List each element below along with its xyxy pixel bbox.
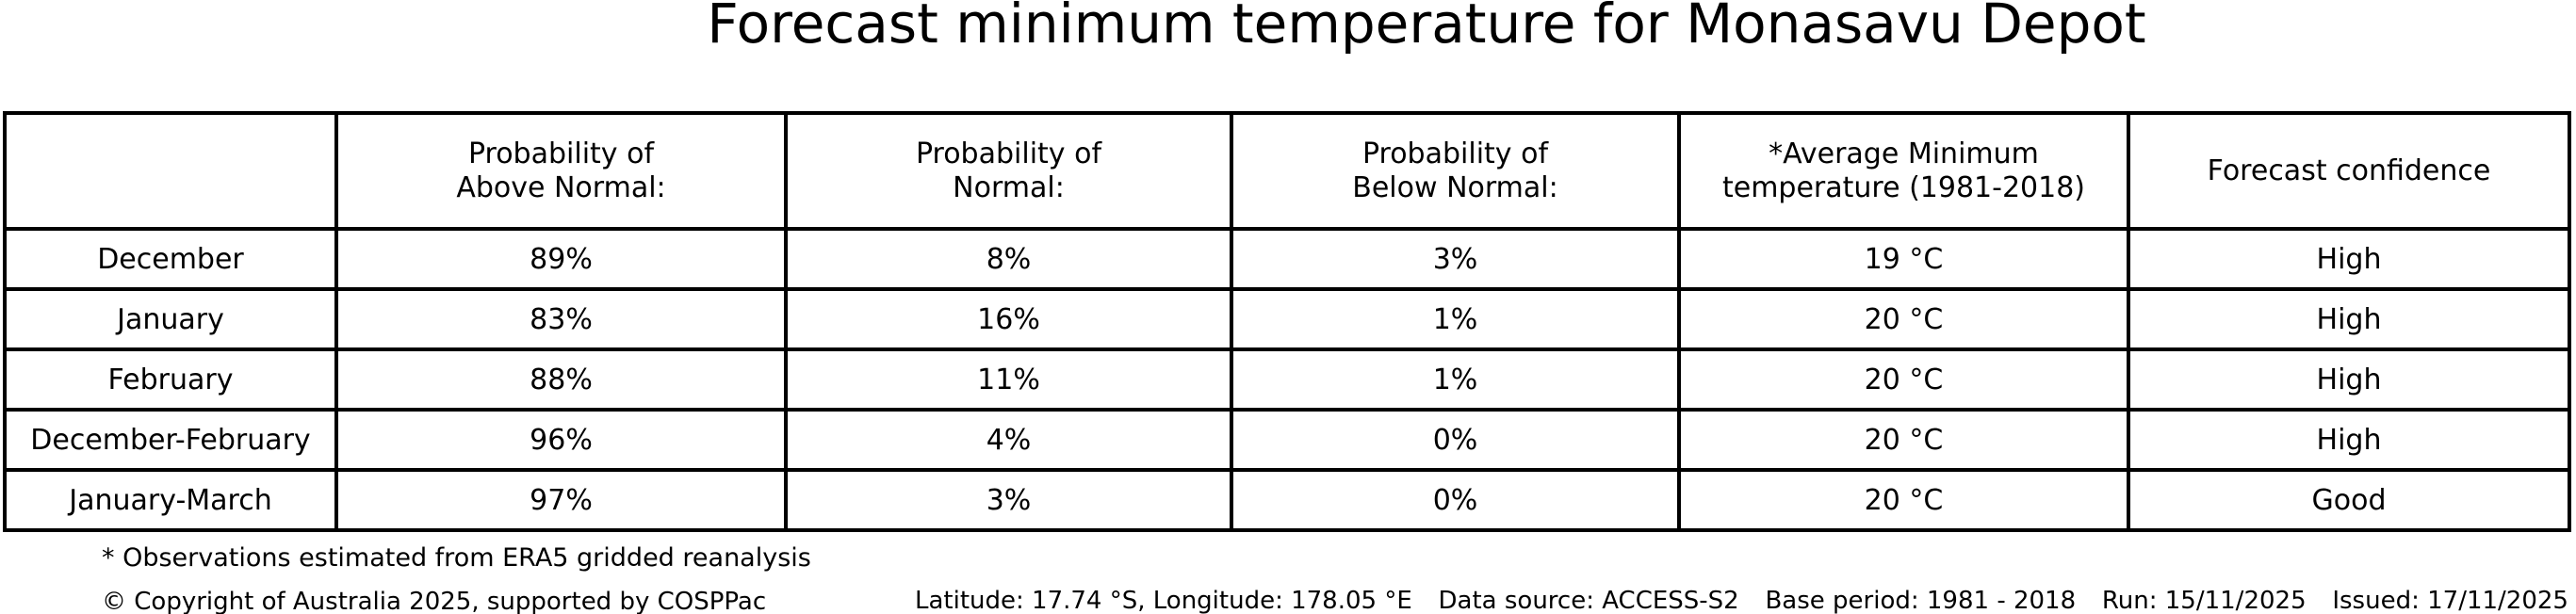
cell-avg-min-temp: 20 °C (1677, 347, 2130, 412)
cell-avg-min-temp: 20 °C (1677, 287, 2130, 351)
cell-prob-above-normal: 96% (334, 408, 788, 472)
row-label: January-March (3, 468, 338, 532)
cell-prob-above-normal: 89% (334, 227, 788, 291)
cell-prob-below-normal: 3% (1230, 227, 1681, 291)
row-label: January (3, 287, 338, 351)
table-row-january-march: January-March 97% 3% 0% 20 °C Good (3, 468, 2571, 532)
footer-issued-date: Issued: 17/11/2025 (2332, 587, 2568, 614)
cell-forecast-confidence: High (2127, 287, 2571, 351)
cell-prob-above-normal: 97% (334, 468, 788, 532)
cell-forecast-confidence: High (2127, 347, 2571, 412)
col-header-prob-normal: Probability of Normal: (784, 111, 1233, 231)
cell-forecast-confidence: High (2127, 408, 2571, 472)
observation-footnote: * Observations estimated from ERA5 gridd… (102, 543, 811, 573)
cell-forecast-confidence: High (2127, 227, 2571, 291)
footer-run-date: Run: 15/11/2025 (2101, 587, 2307, 614)
cell-prob-below-normal: 1% (1230, 287, 1681, 351)
cell-prob-normal: 16% (784, 287, 1233, 351)
footer-info-line: Latitude: 17.74 °S, Longitude: 178.05 °E… (915, 587, 2568, 614)
cell-avg-min-temp: 20 °C (1677, 468, 2130, 532)
col-header-prob-above-normal: Probability of Above Normal: (334, 111, 788, 231)
cell-prob-normal: 8% (784, 227, 1233, 291)
corner-cell (3, 111, 338, 231)
cell-avg-min-temp: 19 °C (1677, 227, 2130, 291)
table-row-december: December 89% 8% 3% 19 °C High (3, 227, 2571, 291)
figure-title: Forecast minimum temperature for Monasav… (707, 0, 2146, 56)
col-header-avg-min-temp: *Average Minimum temperature (1981-2018) (1677, 111, 2130, 231)
footer-data-source: Data source: ACCESS-S2 (1438, 587, 1739, 614)
col-header-prob-below-normal: Probability of Below Normal: (1230, 111, 1681, 231)
cell-prob-above-normal: 83% (334, 287, 788, 351)
cell-prob-above-normal: 88% (334, 347, 788, 412)
cell-prob-below-normal: 1% (1230, 347, 1681, 412)
forecast-table: Probability of Above Normal: Probability… (3, 111, 2571, 532)
row-label: December (3, 227, 338, 291)
table-row-january: January 83% 16% 1% 20 °C High (3, 287, 2571, 351)
cell-prob-below-normal: 0% (1230, 408, 1681, 472)
table-row-february: February 88% 11% 1% 20 °C High (3, 347, 2571, 412)
cell-prob-normal: 3% (784, 468, 1233, 532)
cell-prob-below-normal: 0% (1230, 468, 1681, 532)
table-header-row: Probability of Above Normal: Probability… (3, 111, 2571, 231)
footer-location: Latitude: 17.74 °S, Longitude: 178.05 °E (915, 587, 1412, 614)
row-label: February (3, 347, 338, 412)
col-header-forecast-confidence: Forecast confidence (2127, 111, 2571, 231)
row-label: December-February (3, 408, 338, 472)
cell-forecast-confidence: Good (2127, 468, 2571, 532)
copyright-notice: © Copyright of Australia 2025, supported… (102, 588, 767, 614)
cell-avg-min-temp: 20 °C (1677, 408, 2130, 472)
table-row-december-february: December-February 96% 4% 0% 20 °C High (3, 408, 2571, 472)
cell-prob-normal: 11% (784, 347, 1233, 412)
footer-base-period: Base period: 1981 - 2018 (1765, 587, 2077, 614)
cell-prob-normal: 4% (784, 408, 1233, 472)
